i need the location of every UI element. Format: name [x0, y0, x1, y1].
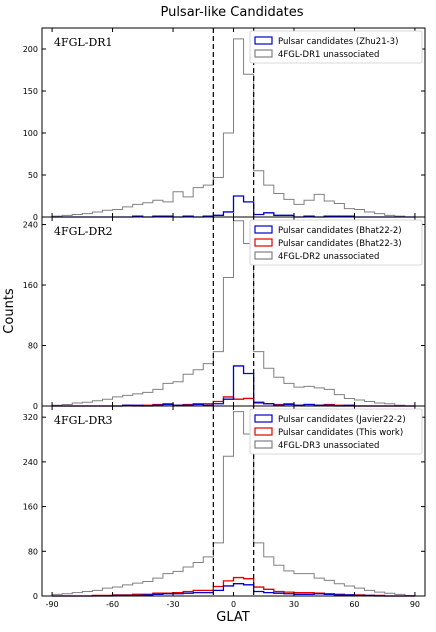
y-tick-label: 200	[23, 45, 38, 54]
legend-swatch	[254, 251, 273, 260]
series-line-1	[52, 195, 415, 218]
x-tick-label: 0	[231, 600, 236, 609]
figure-title: Pulsar-like Candidates	[160, 5, 303, 20]
legend-entry: 4FGL-DR2 unassociated	[278, 252, 379, 262]
x-tick-label: -60	[106, 600, 119, 609]
panel-label: 4FGL-DR3	[54, 414, 113, 427]
panels: 0 50 100 150 200 4FGL-DR1 Pulsar candidates (Z…	[23, 27, 426, 609]
y-tick-label: 0	[33, 402, 38, 411]
series-line-1	[52, 583, 415, 597]
legend-box	[249, 408, 423, 455]
legend-entry: Pulsar candidates (Bhat22-2)	[278, 226, 402, 236]
legend-swatch	[254, 36, 273, 45]
y-tick-label: 240	[23, 221, 38, 230]
y-tick-label: 50	[28, 171, 38, 180]
y-tick-label: 80	[28, 547, 38, 556]
legend-entry: 4FGL-DR1 unassociated	[278, 50, 379, 60]
x-tick-label: -90	[46, 600, 59, 609]
y-axis-label: Counts	[2, 288, 17, 334]
y-tick-label: 320	[23, 413, 38, 422]
legend-entry: Pulsar candidates (Zhu21-3)	[278, 37, 398, 47]
legend-swatch	[254, 49, 273, 58]
legend: Pulsar candidates (Zhu21-3) 4FGL-DR1 unas…	[249, 30, 423, 64]
panel-2: 0 80 160 240 4FGL-DR2 Pulsar candidates (Bhat…	[23, 216, 426, 411]
legend-swatch	[254, 225, 273, 234]
y-tick-label: 0	[33, 592, 38, 601]
x-tick-label: 90	[410, 600, 420, 609]
panel-label: 4FGL-DR2	[54, 225, 113, 238]
x-tick-label: -30	[166, 600, 179, 609]
legend-swatch	[254, 440, 273, 449]
y-tick-label: 160	[23, 503, 38, 512]
legend: Pulsar candidates (Bhat22-2) Pulsar candi…	[249, 219, 423, 266]
legend-box	[249, 30, 423, 64]
y-tick-label: 0	[33, 213, 38, 222]
x-tick-label: 60	[349, 600, 359, 609]
legend-swatch	[254, 238, 273, 247]
legend-entry: Pulsar candidates (Javier22-2)	[278, 415, 406, 425]
legend: Pulsar candidates (Javier22-2) Pulsar can…	[249, 408, 423, 455]
panel-1: 0 50 100 150 200 4FGL-DR1 Pulsar candidates (Z…	[23, 27, 426, 222]
panel-3: 0 80 160 240 320 -90 -60 -30 0 30 60 90 4FGL-DR3 Puls…	[23, 405, 426, 609]
x-tick-label: 30	[289, 600, 299, 609]
legend-box	[249, 219, 423, 266]
y-tick-label: 150	[23, 87, 38, 96]
y-tick-label: 100	[23, 129, 38, 138]
series-line-2	[51, 38, 415, 218]
legend-entry: Pulsar candidates (This work)	[278, 428, 403, 438]
panel-label: 4FGL-DR1	[54, 36, 113, 49]
series-line-3	[51, 220, 415, 407]
legend-swatch	[254, 427, 273, 436]
y-tick-label: 80	[28, 342, 38, 351]
legend-swatch	[254, 414, 273, 423]
y-tick-label: 160	[23, 281, 38, 290]
series-line-3	[51, 411, 416, 596]
legend-entry: Pulsar candidates (Bhat22-3)	[278, 239, 402, 249]
legend-entry: 4FGL-DR3 unassociated	[278, 441, 379, 451]
x-axis-label: GLAT	[216, 610, 249, 625]
y-tick-label: 240	[23, 458, 38, 467]
